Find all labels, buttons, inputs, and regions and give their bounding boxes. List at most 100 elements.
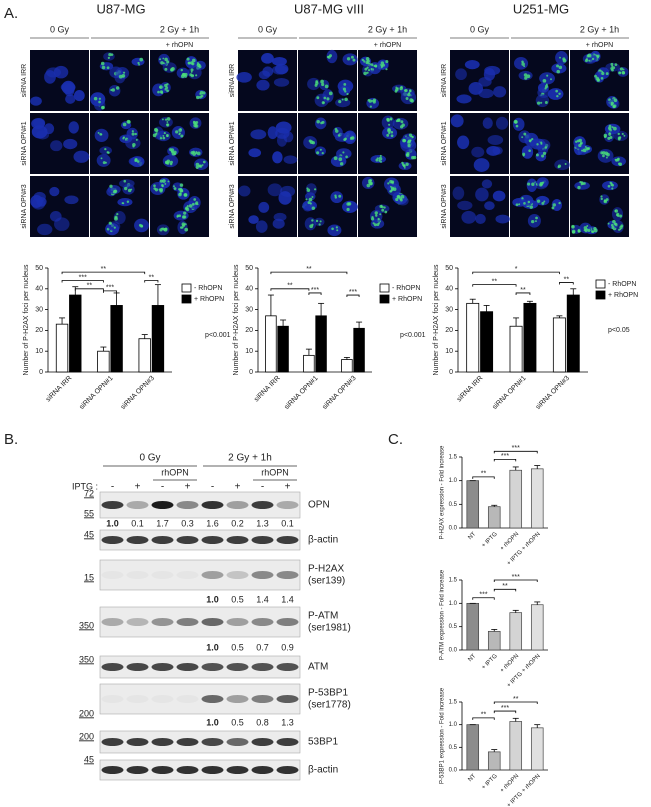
focus: [604, 151, 609, 156]
focus: [159, 58, 162, 61]
blot-band: [127, 695, 149, 703]
focus: [308, 197, 313, 202]
focus: [319, 220, 322, 223]
nucleus: [554, 159, 571, 171]
focus: [390, 186, 394, 190]
focus: [588, 59, 591, 62]
focus: [108, 52, 112, 57]
bar: [530, 604, 544, 651]
bar: [303, 354, 315, 373]
row-label: siRNA IRR: [441, 64, 448, 97]
focus: [311, 219, 314, 222]
focus: [196, 151, 201, 156]
error-bar: [513, 317, 520, 327]
focus: [135, 138, 138, 141]
focus: [193, 123, 198, 128]
focus: [109, 184, 113, 188]
blot-band: [251, 501, 274, 509]
legend-swatch: [379, 283, 390, 293]
focus: [107, 56, 110, 59]
focus: [195, 165, 199, 169]
micrograph: [90, 113, 149, 174]
blot-band: [276, 766, 299, 774]
y-axis-label: Number of P-H2AX foci per nucleus: [233, 264, 240, 375]
protein-label: (ser139): [308, 576, 345, 587]
focus: [584, 145, 587, 148]
focus: [390, 180, 395, 184]
focus: [543, 200, 546, 203]
bar: [138, 338, 151, 373]
error-bar: [305, 348, 312, 356]
focus: [176, 215, 179, 218]
significance-bracket: [102, 290, 118, 293]
focus: [521, 136, 524, 139]
blot-band: [177, 571, 199, 579]
focus: [523, 65, 526, 68]
error-bar: [512, 609, 519, 613]
focus: [371, 100, 374, 102]
y-tick-label: 20: [35, 327, 43, 334]
blot-band: [226, 695, 249, 703]
focus: [97, 131, 100, 134]
legend-label: - RhOPN: [194, 285, 222, 292]
nucleus: [611, 156, 626, 167]
focus: [121, 74, 126, 78]
focus: [101, 106, 105, 110]
focus: [346, 57, 351, 61]
column-label: 0 Gy: [50, 24, 70, 34]
focus: [540, 142, 543, 145]
focus: [613, 222, 617, 226]
quantification: 1.3: [256, 518, 269, 528]
significance-stars: ***: [479, 592, 487, 599]
nucleus: [342, 200, 358, 213]
significance-stars: **: [502, 583, 508, 590]
error-bar: [526, 300, 533, 304]
focus: [579, 180, 582, 184]
focus: [412, 155, 417, 160]
focus: [315, 80, 319, 83]
focus: [179, 188, 183, 192]
focus: [600, 77, 604, 80]
blot-band: [176, 663, 199, 671]
focus: [612, 219, 616, 224]
focus: [166, 60, 170, 64]
nucleus: [258, 70, 271, 80]
blot-group-label: 0 Gy: [139, 453, 160, 464]
panel-label: C.: [388, 431, 403, 448]
focus: [552, 203, 556, 207]
y-tick-label: 1.5: [449, 578, 458, 584]
blot-strip: [99, 655, 301, 679]
focus: [400, 85, 403, 89]
focus: [164, 88, 167, 91]
blot-band: [276, 738, 299, 746]
nucleus: [73, 150, 90, 163]
focus: [100, 61, 105, 66]
y-tick-label: 20: [445, 327, 453, 334]
nucleus: [521, 145, 534, 159]
blot-band: [176, 766, 199, 774]
focus: [160, 61, 164, 65]
focus: [541, 154, 545, 158]
blot-band: [151, 738, 174, 746]
blot-band: [201, 536, 224, 544]
focus: [153, 184, 156, 188]
focus: [403, 166, 406, 169]
lane-sign: +: [235, 482, 241, 493]
nucleus: [272, 218, 285, 229]
significance-bracket: [472, 717, 495, 720]
focus: [617, 136, 621, 140]
quantification: 1.4: [256, 594, 269, 604]
blot-band: [126, 536, 149, 544]
focus: [614, 209, 617, 213]
focus: [523, 73, 528, 77]
nucleus: [36, 196, 47, 207]
nucleus: [471, 146, 485, 158]
significance-stars: **: [520, 287, 526, 294]
quantification: 0.1: [131, 518, 144, 528]
y-tick-label: 0.5: [449, 502, 458, 508]
focus: [123, 179, 127, 183]
focus: [374, 211, 378, 215]
focus: [390, 134, 394, 138]
focus: [409, 139, 412, 142]
significance-bracket: [559, 282, 574, 285]
